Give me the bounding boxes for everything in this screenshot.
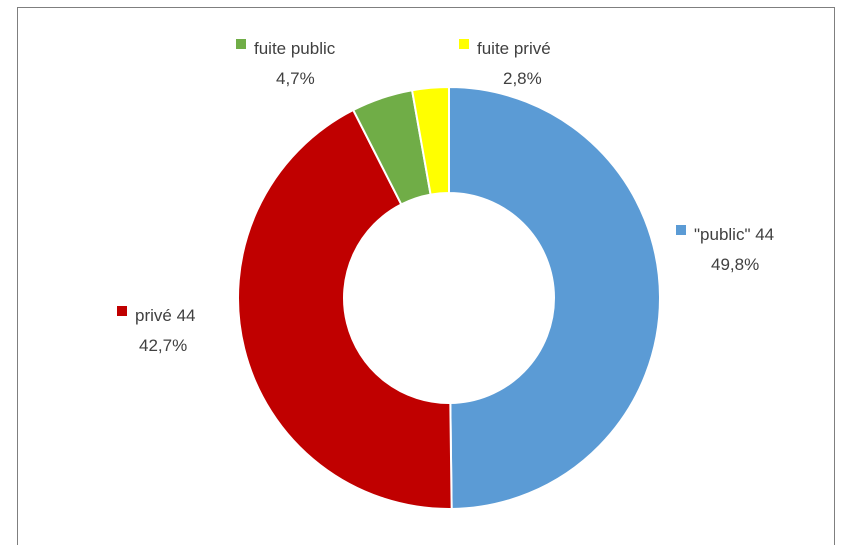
donut-slices [237, 85, 661, 510]
slice-name-prive: privé 44 [135, 306, 195, 325]
slice-name-fuite-public: fuite public [254, 39, 336, 58]
slice-public [448, 85, 661, 510]
slice-label-public: "public" 44 49,8% [676, 225, 774, 274]
legend-swatch-public [676, 225, 686, 235]
slice-percent-fuite-prive: 2,8% [503, 69, 542, 88]
slice-label-fuite-public: fuite public 4,7% [236, 39, 336, 88]
legend-swatch-fuite-public [236, 39, 246, 49]
slice-label-fuite-prive: fuite privé 2,8% [459, 39, 551, 88]
slice-name-fuite-prive: fuite privé [477, 39, 551, 58]
slice-percent-fuite-public: 4,7% [276, 69, 315, 88]
slice-label-prive: privé 44 42,7% [117, 306, 195, 355]
slice-fuite-prive [410, 85, 450, 196]
slice-name-public: "public" 44 [694, 225, 774, 244]
legend-swatch-prive [117, 306, 127, 316]
slice-prive [237, 108, 453, 510]
slice-percent-prive: 42,7% [139, 336, 187, 355]
slice-percent-public: 49,8% [711, 255, 759, 274]
legend-swatch-fuite-prive [459, 39, 469, 49]
